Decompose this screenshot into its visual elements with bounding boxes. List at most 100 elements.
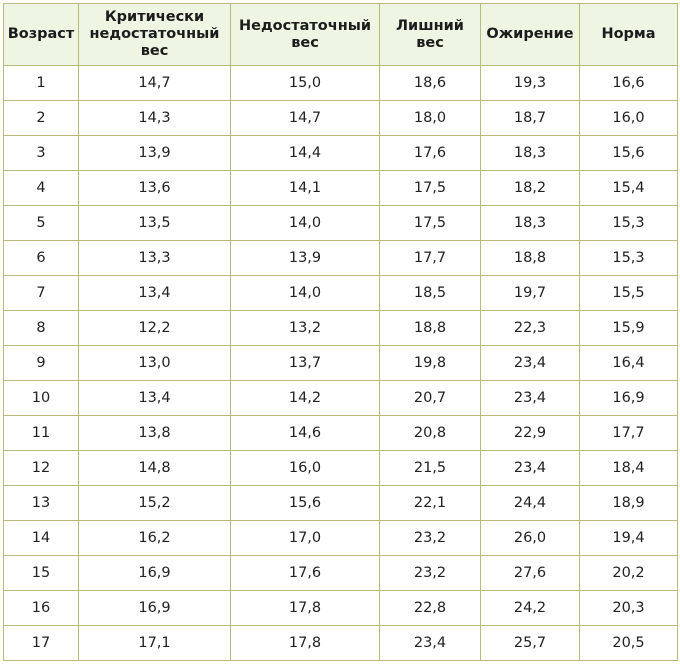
critically-underweight-cell: 13,8 — [78, 415, 231, 451]
underweight-cell: 14,6 — [230, 415, 380, 451]
underweight-cell: 14,0 — [230, 275, 380, 311]
obesity-cell: 18,7 — [480, 100, 580, 136]
obesity-cell: 18,2 — [480, 170, 580, 206]
header-age-line: Возраст — [7, 26, 75, 42]
obesity-cell: 19,3 — [480, 65, 580, 101]
critically-underweight-cell: 13,4 — [78, 380, 231, 416]
underweight-cell: 15,0 — [230, 65, 380, 101]
normal-cell: 15,3 — [579, 205, 678, 241]
overweight-cell: 22,1 — [379, 485, 481, 521]
age-cell: 10 — [3, 380, 79, 416]
critically-underweight-cell: 13,9 — [78, 135, 231, 171]
table-row: 6 13,3 13,9 17,7 18,8 15,3 — [3, 240, 678, 276]
header-line: Недостаточный — [238, 17, 372, 34]
obesity-cell: 23,4 — [480, 450, 580, 486]
normal-cell: 17,7 — [579, 415, 678, 451]
overweight-cell: 18,0 — [379, 100, 481, 136]
age-cell: 16 — [3, 590, 79, 626]
age-cell: 5 — [3, 205, 79, 241]
normal-cell: 15,6 — [579, 135, 678, 171]
table-header: Возраст Критически недостаточный вес Нед… — [3, 3, 678, 66]
age-cell: 1 — [3, 65, 79, 101]
age-cell: 2 — [3, 100, 79, 136]
table-row: 12 14,8 16,0 21,5 23,4 18,4 — [3, 450, 678, 486]
obesity-cell: 24,2 — [480, 590, 580, 626]
header-line: вес — [291, 34, 319, 51]
obesity-cell: 18,3 — [480, 205, 580, 241]
normal-cell: 18,4 — [579, 450, 678, 486]
header-line: вес — [416, 34, 444, 51]
obesity-cell: 18,8 — [480, 240, 580, 276]
obesity-cell: 19,7 — [480, 275, 580, 311]
header-obesity: Ожирение — [480, 3, 580, 66]
normal-cell: 20,2 — [579, 555, 678, 591]
age-cell: 11 — [3, 415, 79, 451]
normal-cell: 19,4 — [579, 520, 678, 556]
age-cell: 12 — [3, 450, 79, 486]
critically-underweight-cell: 13,0 — [78, 345, 231, 381]
underweight-cell: 17,8 — [230, 590, 380, 626]
obesity-cell: 26,0 — [480, 520, 580, 556]
age-cell: 15 — [3, 555, 79, 591]
age-cell: 8 — [3, 310, 79, 346]
overweight-cell: 22,8 — [379, 590, 481, 626]
underweight-cell: 14,4 — [230, 135, 380, 171]
table-body: 1 14,7 15,0 18,6 19,3 16,6 2 14,3 14,7 18,0 18,7 16… — [3, 65, 678, 661]
normal-cell: 20,3 — [579, 590, 678, 626]
header-critically-underweight: Критически недостаточный вес — [78, 3, 231, 66]
normal-cell: 18,9 — [579, 485, 678, 521]
table-row: 17 17,1 17,8 23,4 25,7 20,5 — [3, 625, 678, 661]
obesity-cell: 22,3 — [480, 310, 580, 346]
table-row: 15 16,9 17,6 23,2 27,6 20,2 — [3, 555, 678, 591]
normal-cell: 15,3 — [579, 240, 678, 276]
critically-underweight-cell: 13,5 — [78, 205, 231, 241]
underweight-cell: 15,6 — [230, 485, 380, 521]
age-cell: 6 — [3, 240, 79, 276]
overweight-cell: 23,4 — [379, 625, 481, 661]
age-cell: 7 — [3, 275, 79, 311]
obesity-cell: 24,4 — [480, 485, 580, 521]
normal-cell: 16,0 — [579, 100, 678, 136]
overweight-cell: 17,5 — [379, 205, 481, 241]
critically-underweight-cell: 14,3 — [78, 100, 231, 136]
normal-cell: 15,9 — [579, 310, 678, 346]
table-row: 14 16,2 17,0 23,2 26,0 19,4 — [3, 520, 678, 556]
obesity-cell: 23,4 — [480, 380, 580, 416]
table-row: 5 13,5 14,0 17,5 18,3 15,3 — [3, 205, 678, 241]
header-overweight: Лишний вес — [379, 3, 481, 66]
underweight-cell: 17,6 — [230, 555, 380, 591]
underweight-cell: 14,2 — [230, 380, 380, 416]
table-row: 10 13,4 14,2 20,7 23,4 16,9 — [3, 380, 678, 416]
header-line: Норма — [601, 26, 656, 42]
normal-cell: 16,4 — [579, 345, 678, 381]
overweight-cell: 21,5 — [379, 450, 481, 486]
overweight-cell: 17,6 — [379, 135, 481, 171]
header-line: вес — [140, 43, 169, 59]
critically-underweight-cell: 13,4 — [78, 275, 231, 311]
overweight-cell: 23,2 — [379, 555, 481, 591]
age-cell: 9 — [3, 345, 79, 381]
table-row: 7 13,4 14,0 18,5 19,7 15,5 — [3, 275, 678, 311]
obesity-cell: 27,6 — [480, 555, 580, 591]
age-cell: 17 — [3, 625, 79, 661]
normal-cell: 16,9 — [579, 380, 678, 416]
critically-underweight-cell: 16,2 — [78, 520, 231, 556]
table-row: 3 13,9 14,4 17,6 18,3 15,6 — [3, 135, 678, 171]
table-row: 1 14,7 15,0 18,6 19,3 16,6 — [3, 65, 678, 101]
overweight-cell: 18,5 — [379, 275, 481, 311]
underweight-cell: 13,7 — [230, 345, 380, 381]
overweight-cell: 18,8 — [379, 310, 481, 346]
normal-cell: 20,5 — [579, 625, 678, 661]
table-row: 16 16,9 17,8 22,8 24,2 20,3 — [3, 590, 678, 626]
underweight-cell: 17,0 — [230, 520, 380, 556]
underweight-cell: 17,8 — [230, 625, 380, 661]
normal-cell: 16,6 — [579, 65, 678, 101]
critically-underweight-cell: 14,7 — [78, 65, 231, 101]
underweight-cell: 14,7 — [230, 100, 380, 136]
table-row: 2 14,3 14,7 18,0 18,7 16,0 — [3, 100, 678, 136]
critically-underweight-cell: 13,6 — [78, 170, 231, 206]
obesity-cell: 23,4 — [480, 345, 580, 381]
table-row: 9 13,0 13,7 19,8 23,4 16,4 — [3, 345, 678, 381]
critically-underweight-cell: 13,3 — [78, 240, 231, 276]
underweight-cell: 16,0 — [230, 450, 380, 486]
